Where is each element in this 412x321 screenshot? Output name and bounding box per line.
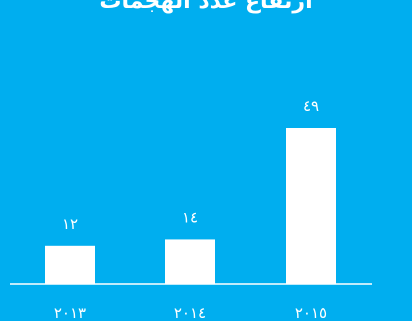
category-label-2: ٢٠١٥: [295, 304, 327, 321]
bar-0: [45, 245, 95, 284]
bar-1: [165, 239, 215, 284]
category-labels-layer: ٢٠١٣ ٢٠١٤ ٢٠١٥: [54, 304, 327, 321]
value-labels-layer: ١٢ ١٤ ٤٩: [62, 97, 319, 233]
value-label-1: ١٤: [182, 208, 198, 226]
bar-2: [286, 128, 336, 284]
chart-title: ارتفاع عدد الهجمات: [99, 0, 313, 14]
value-label-2: ٤٩: [303, 97, 319, 115]
bars-layer: [45, 128, 336, 284]
value-label-0: ١٢: [62, 215, 78, 233]
category-label-1: ٢٠١٤: [174, 304, 206, 321]
category-label-0: ٢٠١٣: [54, 304, 86, 321]
